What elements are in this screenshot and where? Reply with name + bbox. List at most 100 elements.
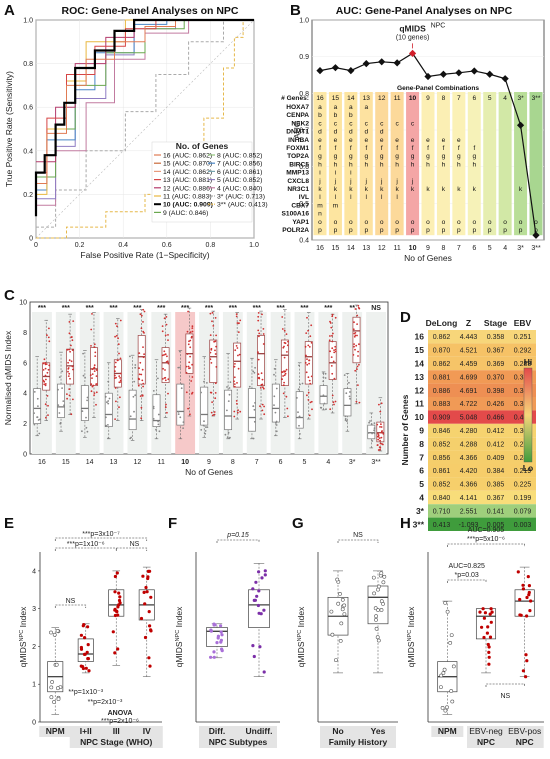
auc-x-label: No of Genes: [404, 253, 452, 263]
c-npc-point: [331, 394, 334, 397]
c-npc-point: [257, 312, 260, 314]
auc-table-cell: p: [426, 227, 430, 234]
c-npc-point: [305, 371, 308, 374]
c-npc-point: [142, 356, 145, 359]
c-npc-point: [211, 414, 214, 417]
auc-table-cell: j: [380, 178, 383, 185]
c-npc-point: [310, 400, 313, 403]
c-npc-point: [380, 426, 383, 428]
auc-table-band: [328, 92, 342, 236]
d-row-band: [428, 504, 536, 518]
auc-table-band: [483, 92, 497, 236]
H-annotation: *p=0.03: [454, 572, 478, 579]
c-npm-point: [254, 402, 256, 404]
auc-table-cell: g: [364, 153, 368, 160]
auc-table-cell: k: [519, 186, 523, 193]
c-npc-point: [139, 313, 142, 316]
c-npc-point: [187, 310, 190, 313]
roc-legend-label: 13 (AUC: 0.881): [163, 177, 212, 184]
c-npc-point: [119, 377, 121, 379]
c-npc-point: [191, 376, 194, 378]
auc-table-cell: n: [318, 211, 322, 218]
c-npm-point: [133, 380, 136, 383]
c-npm-point: [152, 390, 155, 392]
auc-table-cell: g: [442, 153, 446, 160]
auc-table-cell: c: [365, 120, 369, 127]
c-npc-point: [353, 321, 355, 324]
auc-table-cell: e: [395, 137, 399, 144]
d-row-label: 15: [415, 345, 425, 355]
auc-table-gene: MMP13: [286, 170, 309, 177]
auc-point: [331, 64, 340, 72]
c-npc-point: [67, 375, 70, 377]
c-npc-point: [282, 384, 285, 387]
auc-table-cell: d: [318, 129, 322, 136]
c-npc-point: [283, 370, 285, 373]
c-npc-point: [304, 345, 307, 348]
c-npm-point: [177, 366, 180, 369]
c-npc-point: [331, 372, 334, 375]
c-npc-point: [191, 330, 194, 333]
c-npm-point: [371, 440, 374, 442]
G-point: [336, 601, 341, 606]
auc-table-cell: j: [411, 178, 414, 185]
c-npc-point: [118, 406, 120, 409]
c-npc-point: [379, 410, 382, 413]
c-npc-point: [285, 368, 288, 371]
c-npc-point: [379, 426, 381, 428]
auc-table-cell: f: [458, 145, 460, 152]
c-npc-point: [114, 322, 117, 325]
d-cell-value: 0.199: [514, 495, 532, 502]
c-npm-point: [57, 388, 59, 391]
c-npc-point: [91, 377, 93, 379]
c-npc-point: [233, 410, 236, 413]
roc-y-tick: 0.6: [23, 105, 33, 112]
auc-table-cell: e: [364, 137, 368, 144]
c-npc-point: [257, 351, 259, 354]
auc-table-cell: o: [503, 219, 507, 226]
G-point: [375, 635, 380, 640]
c-x-tick: 11: [158, 459, 165, 466]
c-npc-box: [352, 316, 361, 364]
c-npc-point: [354, 334, 357, 337]
d-scale-high: Hi: [524, 357, 533, 367]
auc-table-col-header: 3**: [532, 95, 541, 102]
c-npc-point: [213, 413, 216, 416]
H-y-label-main: qMIDS: [406, 641, 416, 667]
c-npc-point: [44, 384, 47, 387]
c-npc-point: [310, 341, 313, 344]
d-cell-value: 4.722: [460, 401, 478, 408]
c-npc-box: [161, 347, 170, 383]
auc-table-cell: e: [411, 137, 415, 144]
c-y-tick: 2: [23, 421, 27, 428]
c-npm-point: [177, 413, 180, 415]
c-npc-point: [70, 413, 73, 416]
d-cell-value: 4.691: [460, 388, 478, 395]
E-point: [149, 629, 153, 633]
c-npc-point: [165, 361, 168, 363]
auc-table-cell: k: [473, 186, 477, 193]
c-npm-point: [248, 385, 251, 388]
c-npm-point: [273, 373, 275, 376]
c-x-tick: 6: [279, 459, 283, 466]
G-point: [374, 618, 378, 622]
c-npm-point: [107, 424, 109, 426]
d-cell-value: 4.366: [460, 455, 478, 462]
c-npc-point: [114, 370, 116, 373]
c-npc-point: [190, 380, 193, 382]
auc-table-cell: g: [395, 153, 399, 160]
d-row-label: 13: [415, 372, 425, 382]
E-point: [82, 652, 87, 657]
c-npm-point: [182, 427, 185, 429]
auc-table-header: # Genes:: [281, 95, 309, 102]
c-npc-point: [258, 335, 260, 338]
roc-y-tick: 0: [29, 236, 33, 243]
c-npc-point: [142, 346, 144, 348]
c-npm-point: [106, 401, 108, 404]
auc-table-cell: p: [534, 227, 538, 234]
G-category: No: [332, 726, 343, 736]
c-npc-point: [380, 402, 383, 405]
c-npc-point: [70, 360, 73, 363]
auc-table-cell: o: [395, 219, 399, 226]
auc-table-band: [467, 92, 481, 236]
